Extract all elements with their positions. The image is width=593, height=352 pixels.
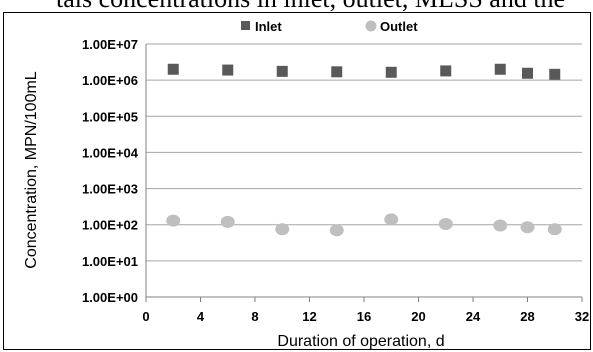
chart-frame <box>3 12 591 350</box>
y-axis-title: Concentration, MPN/100mL <box>23 71 40 269</box>
y-tick-label: 1.00E+07 <box>82 37 138 52</box>
y-tick-labels: 1.00E+00 1.00E+01 1.00E+02 1.00E+03 1.00E+04… <box>82 37 139 305</box>
data-points <box>166 63 562 237</box>
inlet-point <box>549 68 561 80</box>
x-axis-title: Duration of operation, d <box>277 333 444 350</box>
x-tick-labels: 0 4 8 12 16 20 24 28 32 <box>142 309 589 324</box>
inlet-point <box>522 67 533 79</box>
inlet-point <box>222 64 234 76</box>
y-tick-label: 1.00E+05 <box>82 109 138 124</box>
outlet-point <box>220 215 235 228</box>
x-tick-label: 28 <box>520 309 534 324</box>
x-tick-label: 12 <box>302 309 316 324</box>
x-tick-label: 0 <box>142 309 149 324</box>
outlet-point <box>547 223 562 236</box>
outlet-point <box>329 224 344 237</box>
x-tick-label: 16 <box>357 309 371 324</box>
inlet-point <box>440 65 452 77</box>
outlet-point <box>384 213 399 226</box>
outlet-point <box>520 221 535 234</box>
outlet-point <box>166 214 181 227</box>
axes <box>145 44 583 302</box>
legend: Inlet Outlet <box>241 19 418 34</box>
x-tick-label: 24 <box>466 309 481 324</box>
y-tick-label: 1.00E+02 <box>82 218 138 233</box>
page-header-text: tals concentrations in inlet, outlet, ML… <box>0 0 593 14</box>
y-tick-label: 1.00E+03 <box>82 182 138 197</box>
y-tick-label: 1.00E+00 <box>82 290 138 305</box>
inlet-point <box>331 66 343 78</box>
x-tick-label: 20 <box>411 309 425 324</box>
y-tick-label: 1.00E+01 <box>82 254 138 269</box>
inlet-point <box>167 63 179 75</box>
x-tick-label: 32 <box>575 309 589 324</box>
gridlines <box>146 43 582 262</box>
outlet-point <box>493 219 508 232</box>
inlet-point <box>276 65 288 77</box>
legend-label: Outlet <box>380 19 418 34</box>
outlet-point <box>275 223 290 236</box>
y-tick-label: 1.00E+04 <box>82 145 139 160</box>
legend-marker-inlet <box>241 21 250 30</box>
y-tick-label: 1.00E+06 <box>82 73 138 88</box>
x-tick-label: 8 <box>251 309 258 324</box>
inlet-point <box>494 63 506 75</box>
legend-marker-outlet <box>365 20 377 32</box>
inlet-point <box>385 66 397 78</box>
x-tick-label: 4 <box>197 309 205 324</box>
legend-label: Inlet <box>255 19 282 34</box>
outlet-point <box>438 217 453 230</box>
